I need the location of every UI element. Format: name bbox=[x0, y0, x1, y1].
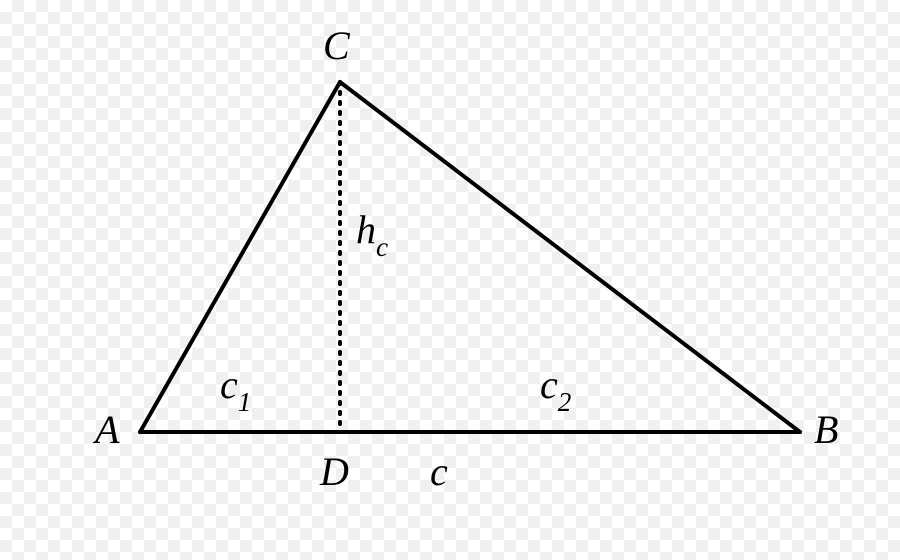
vertex-label-c: C bbox=[323, 26, 350, 66]
vertex-label-b: B bbox=[814, 410, 838, 450]
side-label-c: c bbox=[430, 452, 448, 492]
vertex-label-a: A bbox=[95, 410, 119, 450]
triangle-diagram bbox=[0, 0, 900, 560]
segment-label-c2: c2 bbox=[540, 365, 571, 412]
segment-label-c1: c1 bbox=[220, 365, 251, 412]
foot-label-d: D bbox=[320, 452, 349, 492]
altitude-label-hc: hc bbox=[356, 210, 388, 257]
